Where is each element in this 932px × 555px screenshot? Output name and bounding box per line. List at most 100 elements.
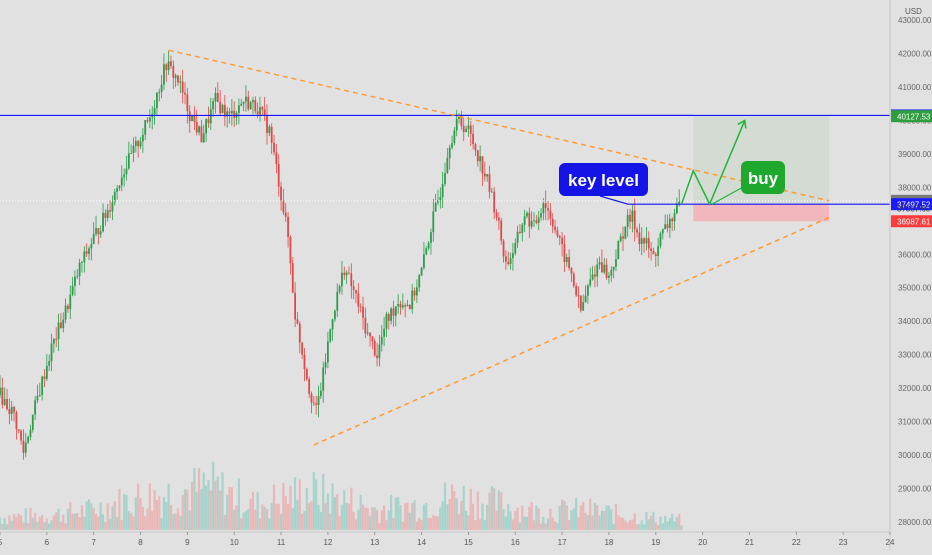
candle-body bbox=[113, 191, 116, 203]
candle-body bbox=[523, 216, 526, 225]
volume-bar bbox=[668, 518, 671, 530]
y-tick-label: 29000.00 bbox=[898, 485, 932, 494]
volume-bar bbox=[317, 504, 320, 530]
candle-body bbox=[448, 147, 451, 159]
candle-body bbox=[420, 267, 423, 276]
volume-bar bbox=[251, 491, 255, 530]
candle-body bbox=[209, 109, 212, 124]
candle-body bbox=[319, 390, 322, 397]
candle-body bbox=[577, 295, 580, 297]
candle-body bbox=[497, 217, 500, 221]
volume-bar bbox=[24, 508, 27, 530]
candle-body bbox=[36, 395, 39, 401]
candle-body bbox=[90, 243, 93, 249]
candle-body bbox=[170, 61, 172, 66]
candle-body bbox=[41, 376, 44, 396]
candle-body bbox=[568, 257, 571, 269]
volume-bar bbox=[591, 515, 594, 530]
volume-bar bbox=[263, 506, 266, 530]
volume-bar bbox=[324, 503, 327, 530]
volume-bar bbox=[52, 515, 55, 530]
candle-body bbox=[610, 270, 613, 276]
candle-body bbox=[383, 328, 386, 337]
volume-bar bbox=[48, 523, 51, 530]
candle-body bbox=[460, 117, 463, 126]
candle-body bbox=[476, 150, 479, 162]
candle-body bbox=[554, 226, 556, 231]
candle-body bbox=[469, 125, 472, 134]
volume-bar bbox=[394, 497, 397, 530]
candle-body bbox=[221, 104, 224, 114]
candle-body bbox=[29, 429, 32, 437]
volume-bar bbox=[69, 502, 72, 530]
candle-body bbox=[52, 338, 55, 344]
volume-bar bbox=[123, 494, 126, 530]
candlesticks bbox=[0, 50, 681, 460]
candle-body bbox=[116, 188, 119, 192]
volume-bar bbox=[134, 497, 137, 530]
candle-body bbox=[179, 81, 182, 83]
candle-body bbox=[378, 344, 381, 359]
volume-bar bbox=[392, 517, 395, 530]
volume-bar bbox=[113, 501, 116, 530]
volume-bar bbox=[286, 503, 290, 530]
candle-body bbox=[331, 319, 334, 330]
volume-bar bbox=[652, 511, 655, 530]
candle-body bbox=[200, 126, 203, 143]
candle-body bbox=[146, 120, 149, 122]
candle-body bbox=[298, 323, 301, 343]
volume-bar bbox=[226, 495, 229, 530]
volume-bar bbox=[481, 503, 484, 530]
candle-body bbox=[275, 152, 278, 165]
volume-bar bbox=[500, 492, 503, 530]
volume-bar bbox=[453, 491, 456, 530]
candle-body bbox=[282, 200, 285, 213]
time-axis[interactable]: 5 6 7 8 9 10 11 12 13 14 15 16 17 18 19 20 21 22 23 24 bbox=[0, 531, 895, 547]
volume-bar bbox=[582, 501, 585, 530]
annotations[interactable]: key level buy bbox=[559, 161, 785, 205]
candle-body bbox=[668, 218, 671, 228]
candle-body bbox=[71, 285, 74, 295]
volume-bar bbox=[3, 518, 6, 530]
volume-bar bbox=[366, 507, 369, 530]
candle-body bbox=[586, 285, 589, 296]
candle-body bbox=[48, 361, 51, 366]
volume-bar bbox=[148, 483, 151, 530]
volume-bar bbox=[197, 468, 201, 530]
candle-body bbox=[324, 362, 327, 368]
volume-bar bbox=[230, 487, 233, 530]
volume-bar bbox=[228, 486, 231, 530]
candle-body bbox=[62, 319, 65, 329]
candle-body bbox=[474, 144, 477, 151]
candle-body bbox=[608, 275, 610, 278]
volume-bar bbox=[41, 514, 44, 530]
candle-body bbox=[385, 314, 388, 329]
candle-body bbox=[139, 141, 142, 147]
volume-bar bbox=[130, 513, 133, 530]
candle-body bbox=[645, 238, 648, 244]
volume-bar bbox=[373, 507, 376, 530]
drawing-lines[interactable] bbox=[0, 49, 890, 446]
candle-body bbox=[308, 379, 311, 394]
volume-bar bbox=[181, 494, 184, 530]
volume-bar bbox=[521, 505, 524, 530]
candle-body bbox=[181, 81, 184, 93]
volume-bar bbox=[436, 516, 440, 530]
volume-bar bbox=[383, 505, 386, 530]
price-labels: 40149.3340127.5337598.1537497.5237387.63… bbox=[891, 109, 932, 228]
volume-bar bbox=[216, 476, 219, 530]
candle-body bbox=[268, 126, 271, 134]
x-tick-label: 7 bbox=[91, 538, 96, 547]
volume-bar bbox=[308, 503, 311, 530]
stop-zone bbox=[693, 204, 830, 222]
y-tick-label: 32000.00 bbox=[898, 384, 932, 393]
volume-bar bbox=[558, 505, 561, 530]
volume-bar bbox=[450, 484, 454, 530]
x-tick-label: 15 bbox=[464, 538, 473, 547]
volume-bar bbox=[153, 490, 156, 530]
candle-body bbox=[254, 100, 257, 112]
volume-bar bbox=[647, 519, 650, 530]
candle-body bbox=[455, 118, 458, 131]
